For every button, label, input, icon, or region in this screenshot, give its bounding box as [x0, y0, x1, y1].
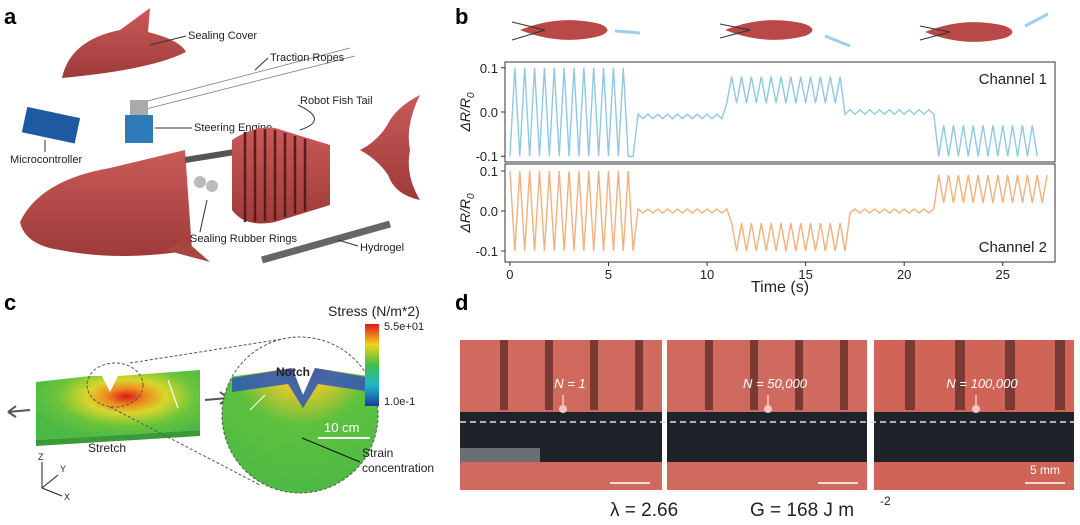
energy: G = 168 J m [750, 500, 854, 521]
robot-tail [232, 127, 330, 224]
panel-label: d [455, 290, 468, 315]
stretch-ratio: λ = 2.66 [610, 500, 678, 521]
scale-label: 5 mm [1030, 463, 1060, 477]
annotation: Sealing Cover [188, 30, 257, 42]
hydrogel [261, 220, 391, 264]
panel-label: c [4, 290, 16, 315]
ring [194, 176, 206, 188]
x-tick-label: 20 [897, 267, 911, 282]
y-label-sub: 0 [466, 193, 477, 199]
scale-label: 10 cm [324, 420, 359, 435]
leader [297, 104, 315, 131]
arrow [7, 405, 31, 418]
ring [206, 180, 218, 192]
y-tick-label: 0.1 [480, 164, 498, 179]
annotation: Sealing Rubber Rings [190, 233, 298, 245]
series-line [509, 170, 1048, 252]
y-tick-label: 0.1 [480, 61, 498, 76]
y-tick-label: -0.1 [476, 149, 498, 164]
rope [139, 47, 351, 104]
steering-engine [125, 115, 153, 143]
fish-head [20, 150, 192, 256]
axis-name: Z [38, 452, 44, 462]
colorbar [365, 324, 379, 406]
zoom-circle [86, 362, 144, 408]
rope [141, 55, 356, 111]
colorbar-title: Stress (N/m*2) [328, 303, 420, 319]
tail-ridges [243, 129, 307, 222]
x-tick-label: 0 [506, 267, 513, 282]
leader [337, 239, 359, 247]
y-label-sub: 0 [466, 92, 477, 98]
axis-name: Y [60, 464, 66, 474]
cycle-label: N = 100,000 [946, 376, 1018, 391]
axis-name: X [64, 492, 70, 502]
annotation: Strain [362, 446, 393, 460]
photos [460, 340, 1074, 490]
y-tick-label: -0.1 [476, 244, 498, 259]
x-tick-label: 10 [700, 267, 714, 282]
cycle-label: N = 1 [554, 376, 585, 391]
fin [165, 240, 210, 262]
fish-icons [511, 12, 1049, 48]
annotation: Stretch [88, 441, 126, 455]
colorbar-label: 5.5e+01 [384, 321, 424, 333]
x-tick-label: 5 [605, 267, 612, 282]
series-line [509, 67, 1038, 157]
energy-exponent: -2 [880, 494, 891, 508]
microcontroller [21, 106, 81, 144]
panel-c: c Stretch 10 cm Notch Strain concentrati… [4, 290, 434, 502]
plot-frame [504, 61, 1056, 163]
panel-label: b [455, 4, 468, 29]
y-axis-label: ΔR/R0 [457, 193, 477, 234]
zoom-circle [221, 336, 379, 494]
annotation: Notch [276, 365, 310, 379]
colorbar-label: 1.0e-1 [384, 396, 415, 408]
leader [301, 437, 361, 463]
slab-edge [36, 430, 200, 446]
y-tick-label: 0.0 [480, 105, 498, 120]
zoom: 10 cm [222, 337, 378, 493]
y-axis-label: ΔR/R0 [457, 92, 477, 133]
arrow [167, 379, 179, 409]
annotation: Hydrogel [360, 242, 404, 254]
zoom-line [109, 406, 261, 486]
y-label-main: ΔR/R [457, 98, 473, 133]
panel-d: d N = 1 N = 50,000 N = 100,000 5 mm λ = … [455, 290, 1074, 521]
panel-a: a Sealing Cover Traction Ropes Robot Fis… [4, 4, 420, 264]
servo-horn [130, 100, 148, 115]
sealing-cover [62, 8, 186, 78]
x-axis-label: Time (s) [751, 279, 809, 296]
zoom-line [129, 336, 296, 364]
plot-frame [504, 163, 1056, 263]
annotation: Traction Ropes [270, 52, 345, 64]
y-tick-label: 0.0 [480, 204, 498, 219]
leader [149, 35, 187, 46]
slab [36, 370, 200, 440]
annotation: Microcontroller [10, 154, 82, 166]
arrow [249, 394, 266, 411]
shaft [184, 149, 236, 163]
series-name: Channel 2 [979, 239, 1047, 256]
annotation: Robot Fish Tail [300, 95, 373, 107]
leader [254, 57, 269, 71]
axis-triad [41, 462, 63, 497]
y-label-main: ΔR/R [457, 199, 473, 234]
leader [199, 199, 208, 233]
panel-label: a [4, 4, 17, 29]
tail-fin [360, 95, 420, 200]
annotation: concentration [362, 461, 434, 475]
x-tick-label: 25 [996, 267, 1010, 282]
cycle-label: N = 50,000 [743, 376, 808, 391]
series-name: Channel 1 [979, 71, 1047, 88]
x-tick-label: 15 [798, 267, 812, 282]
